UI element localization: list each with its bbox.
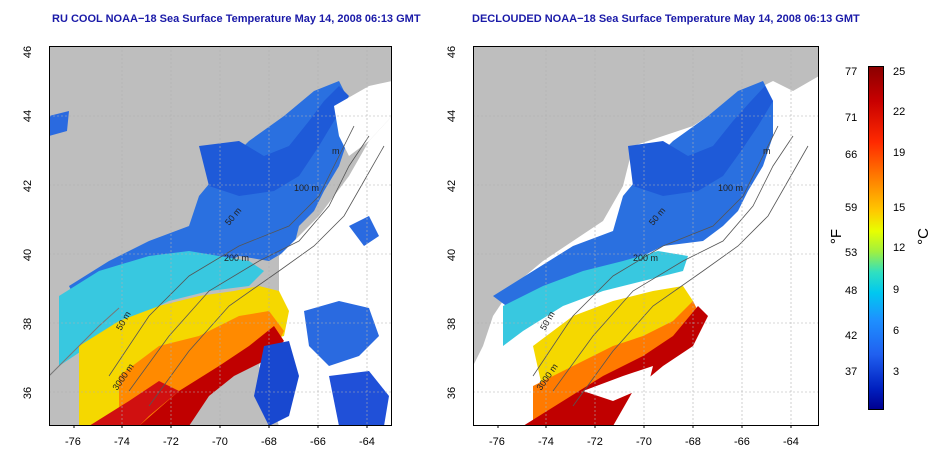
celsius-tick: 3 [893, 366, 900, 378]
contour-label: 100 m [294, 183, 319, 193]
x-tick: -76 [65, 436, 81, 448]
x-tick: -68 [685, 436, 701, 448]
fahrenheit-tick: 71 [845, 112, 858, 124]
x-tick: -64 [359, 436, 375, 448]
fahrenheit-tick: 42 [845, 330, 858, 342]
y-tick: 40 [446, 248, 459, 262]
celsius-tick: 12 [893, 242, 906, 254]
y-tick: 46 [446, 45, 459, 59]
x-tick: -66 [734, 436, 750, 448]
celsius-tick: 22 [893, 106, 906, 118]
y-tick: 38 [446, 317, 459, 331]
y-tick: 44 [446, 109, 459, 123]
x-tick: -70 [212, 436, 228, 448]
x-tick: -76 [489, 436, 505, 448]
fahrenheit-unit-label: °F [828, 228, 846, 245]
contour-label: m [763, 146, 771, 156]
celsius-unit-label: °C [914, 228, 932, 245]
y-tick: 42 [22, 179, 35, 193]
x-tick: -66 [310, 436, 326, 448]
gulf-stream [523, 306, 708, 426]
celsius-tick: 6 [893, 325, 900, 337]
x-tick: -70 [636, 436, 652, 448]
celsius-tick: 19 [893, 147, 906, 159]
x-tick: -68 [261, 436, 277, 448]
left-sst-map: 50 m 100 m 200 m 50 m 3000 m m [49, 46, 392, 428]
fahrenheit-tick: 77 [845, 66, 858, 78]
x-tick: -72 [163, 436, 179, 448]
x-tick: -64 [783, 436, 799, 448]
y-tick: 44 [22, 109, 35, 123]
celsius-tick: 25 [893, 66, 906, 78]
celsius-tick: 15 [893, 202, 906, 214]
gulf-stream [139, 326, 284, 426]
graticule [49, 46, 392, 426]
contour-label: m [332, 146, 340, 156]
contour-label: 200 m [224, 253, 249, 263]
celsius-tick: 9 [893, 284, 900, 296]
x-tick: -72 [587, 436, 603, 448]
y-tick: 40 [22, 248, 35, 262]
y-tick: 38 [22, 317, 35, 331]
x-tick: -74 [538, 436, 554, 448]
contour-label: 100 m [718, 183, 743, 193]
fahrenheit-tick: 53 [845, 247, 858, 259]
y-tick: 46 [22, 45, 35, 59]
left-map-title: RU COOL NOAA−18 Sea Surface Temperature … [52, 13, 421, 25]
y-tick: 42 [446, 179, 459, 193]
right-sst-map: 50 m 100 m 200 m 50 m 3000 m m [473, 46, 819, 428]
contour-label: 200 m [633, 253, 658, 263]
fahrenheit-tick: 59 [845, 202, 858, 214]
right-map-title: DECLOUDED NOAA−18 Sea Surface Temperatur… [472, 13, 860, 25]
land-area [473, 46, 819, 366]
fahrenheit-tick: 66 [845, 149, 858, 161]
fahrenheit-tick: 48 [845, 285, 858, 297]
temperature-colorbar [868, 66, 884, 410]
y-tick: 36 [22, 386, 35, 400]
y-tick: 36 [446, 386, 459, 400]
fahrenheit-tick: 37 [845, 366, 858, 378]
graticule [473, 46, 819, 426]
x-tick: -74 [114, 436, 130, 448]
shelf-water [493, 81, 773, 311]
